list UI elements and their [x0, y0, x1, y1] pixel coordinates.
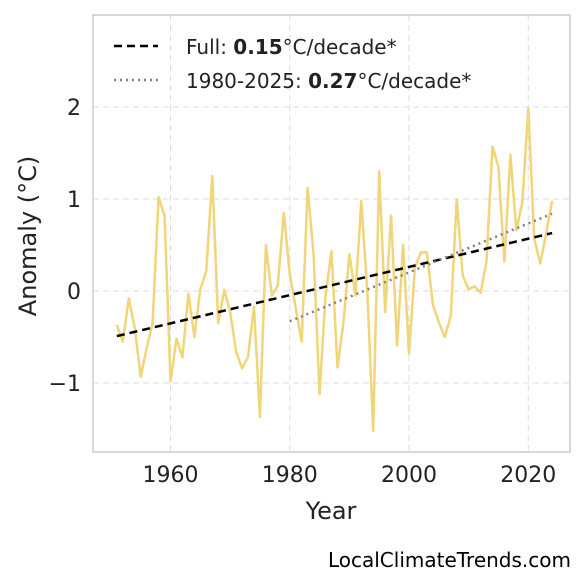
legend-recent-label: 1980-2025: 0.27°C/decade* [186, 69, 471, 93]
x-axis-title: Year [305, 497, 357, 525]
watermark: LocalClimateTrends.com [327, 548, 571, 572]
full-period-trend-line [116, 231, 553, 338]
legend: Full: 0.15°C/decade* 1980-2025: 0.27°C/d… [114, 35, 471, 93]
legend-recent-value: 0.27 [308, 69, 357, 93]
legend-full-value: 0.15 [233, 35, 282, 59]
tick-labels: 1960 1980 2000 2020 −1 0 1 2 [49, 96, 557, 488]
legend-full-suffix: °C/decade* [283, 35, 397, 59]
anomaly-series-line [115, 106, 554, 433]
x-tick-label: 1980 [262, 463, 318, 488]
trend-layer [116, 212, 553, 338]
x-tick-label: 2020 [500, 463, 556, 488]
y-tick-label: 0 [67, 280, 81, 305]
x-tick-label: 1960 [143, 463, 199, 488]
y-tick-label: 1 [67, 188, 81, 213]
y-axis-title: Anomaly (°C) [14, 156, 42, 316]
y-tick-label: −1 [49, 372, 81, 397]
legend-full-label: Full: 0.15°C/decade* [186, 35, 397, 59]
legend-full-prefix: Full: [186, 35, 233, 59]
y-tick-label: 2 [67, 96, 81, 121]
series-layer [115, 106, 554, 433]
legend-recent-prefix: 1980-2025: [186, 69, 308, 93]
x-tick-label: 2000 [381, 463, 437, 488]
legend-recent-suffix: °C/decade* [357, 69, 471, 93]
plot-frame [92, 14, 571, 453]
